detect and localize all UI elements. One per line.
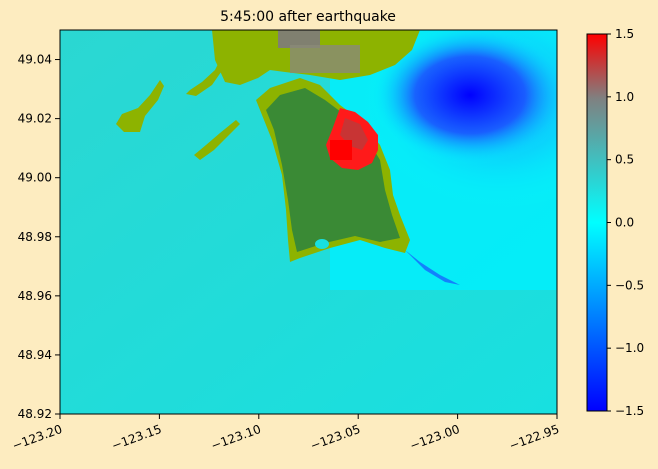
chart-title: 5:45:00 after earthquake: [220, 9, 396, 25]
y-tick-label: 49.00: [18, 171, 52, 185]
colorbar-tick-label: −1.5: [615, 404, 644, 418]
colorbar-tick-label: 1.5: [615, 27, 634, 41]
x-tick-label: −123.00: [408, 422, 462, 453]
x-axis: −123.20 −123.15 −123.10 −123.05 −123.00 −122.…: [10, 414, 561, 453]
land-lagoon: [315, 239, 329, 249]
land-elevated-block-2: [290, 45, 360, 73]
y-axis: 48.92 48.94 48.96 48.98 49.00 49.02 49.04: [18, 53, 60, 421]
colorbar: [586, 33, 608, 412]
y-tick-label: 48.94: [18, 348, 52, 362]
colorbar-tick-label: −1.0: [615, 341, 644, 355]
high-water-core: [330, 140, 352, 160]
sea-deep-drawdown: [370, 30, 557, 165]
heatmap-area: [60, 30, 557, 414]
plot-frame: [59, 29, 558, 415]
colorbar-tick-label: 0.0: [615, 216, 634, 230]
y-tick-label: 48.96: [18, 289, 52, 303]
colorbar-tick-label: −0.5: [615, 278, 644, 292]
y-tick-label: 49.02: [18, 112, 52, 126]
colorbar-axis: −1.5 −1.0 −0.5 0.0 0.5 1.0 1.5: [607, 27, 644, 418]
y-tick-label: 48.98: [18, 230, 52, 244]
land-spit-west: [116, 80, 164, 132]
y-tick-label: 48.92: [18, 407, 52, 421]
land-spit-north: [186, 30, 242, 96]
x-tick-label: −123.15: [110, 422, 164, 453]
colorbar-tick-label: 0.5: [615, 153, 634, 167]
x-tick-label: −123.10: [209, 422, 263, 453]
x-tick-label: −123.20: [10, 422, 64, 453]
x-tick-label: −122.95: [507, 422, 561, 453]
land-peninsula-inner: [266, 88, 400, 252]
land-spit-mid: [194, 120, 240, 160]
x-tick-label: −123.05: [309, 422, 363, 453]
y-tick-label: 49.04: [18, 53, 52, 67]
colorbar-tick-label: 1.0: [615, 90, 634, 104]
land-elevated-block: [278, 30, 320, 48]
